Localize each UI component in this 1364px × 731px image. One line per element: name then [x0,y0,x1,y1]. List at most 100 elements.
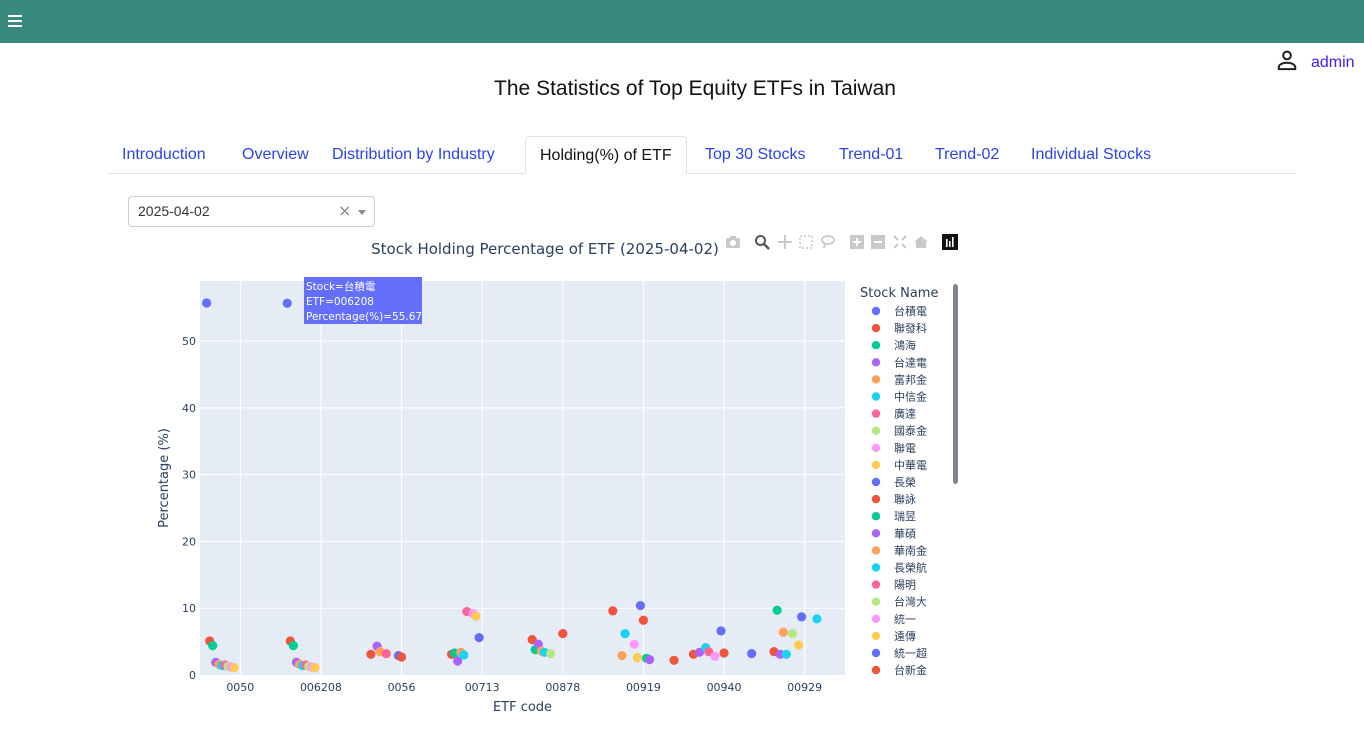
zoom-in-icon[interactable] [849,234,865,250]
legend-marker [871,306,881,316]
box-select-icon[interactable] [798,234,814,250]
data-point [453,656,463,666]
date-value: 2025-04-02 [138,203,210,219]
data-point [632,653,642,663]
legend-marker [871,648,881,658]
date-dropdown[interactable]: 2025-04-02 × [128,196,375,227]
tab-introduction[interactable]: Introduction [122,146,206,163]
legend-marker [871,341,881,350]
autoscale-icon[interactable] [892,234,908,250]
legend-item: 統一 [894,612,916,626]
data-point [282,298,292,308]
data-point [716,626,726,636]
data-point [202,298,212,308]
legend-title: Stock Name [860,286,938,301]
legend-marker [871,494,881,504]
admin-link[interactable]: admin [1311,54,1355,71]
pan-icon[interactable] [777,234,793,250]
legend-marker [871,665,881,675]
legend-marker [871,580,881,589]
plotly-logo-icon[interactable] [942,234,958,250]
x-tick-label: 00713 [465,681,500,694]
data-point [747,649,757,659]
tab-trend-01[interactable]: Trend-01 [839,146,904,163]
chevron-down-icon[interactable] [358,210,366,215]
tab-overview[interactable]: Overview [242,146,309,163]
legend-item: 鴻海 [894,338,916,352]
y-tick-label: 40 [182,402,196,415]
data-point [629,639,639,649]
tab-distribution-by-industry[interactable]: Distribution by Industry [332,146,495,163]
user-menu[interactable]: admin [1264,45,1364,79]
data-point [638,615,649,625]
tooltip-text: Stock=台積電 [306,280,376,293]
y-tick-label: 10 [182,602,196,615]
data-point [620,628,630,639]
x-axis-label: ETF code [493,700,552,715]
tab-top-30-stocks[interactable]: Top 30 Stocks [705,146,806,163]
legend-marker [871,512,881,521]
data-point [710,651,720,661]
data-point [793,640,804,650]
tooltip-text: ETF=006208 [306,296,374,308]
legend-item: 陽明 [894,579,916,592]
zoom-icon[interactable] [754,234,770,250]
data-point [471,611,481,621]
legend-marker [871,443,881,452]
legend-marker [871,597,881,606]
data-point [366,649,376,659]
data-point [644,655,655,665]
legend-scrollbar[interactable] [953,284,958,484]
x-tick-label: 0050 [226,681,254,694]
data-point [288,641,298,651]
page-title: The Statistics of Top Equity ETFs in Tai… [494,77,896,100]
legend-marker [871,631,881,641]
plot-area [200,281,845,675]
hamburger-icon[interactable] [8,13,24,29]
x-tick-label: 00940 [707,681,742,694]
x-tick-label: 0056 [388,681,416,694]
data-point [781,649,791,659]
data-point [208,641,218,651]
data-point [812,614,822,624]
legend-marker [871,546,881,555]
data-point [635,600,645,611]
legend-item: 台達電 [894,355,927,369]
data-point [778,627,788,637]
legend-item: 台灣大 [894,595,927,609]
legend-marker [871,529,881,538]
data-point [381,649,391,659]
zoom-out-icon[interactable] [870,234,886,250]
y-tick-label: 50 [182,335,196,348]
tab-individual-stocks[interactable]: Individual Stocks [1031,146,1152,163]
reset-axes-icon[interactable] [913,234,929,250]
x-tick-label: 00929 [787,681,822,694]
legend-item: 富邦金 [894,372,927,386]
data-point [608,606,618,616]
legend-item: 華碩 [894,527,916,540]
y-tick-label: 20 [182,535,196,548]
data-point [669,655,679,665]
clear-icon[interactable]: × [338,201,352,220]
data-point [459,650,469,660]
legend-marker [871,358,881,367]
camera-icon[interactable] [725,234,741,250]
tab-trend-02[interactable]: Trend-02 [935,146,1000,163]
legend-marker [871,426,881,435]
x-tick-label: 00919 [626,681,661,694]
y-tick-label: 0 [189,669,196,682]
data-point [310,663,320,673]
legend-item: 統一超 [894,646,927,660]
person-icon[interactable] [1276,48,1298,72]
legend-item: 聯發科 [894,321,927,335]
legend-item: 華南金 [894,543,927,557]
data-point [396,652,407,662]
legend-marker [871,323,881,333]
tab-holding-of-etf[interactable]: Holding(%) of ETF [525,136,687,174]
lasso-icon[interactable] [820,234,836,250]
x-tick-label: 006208 [300,681,342,694]
legend-marker [871,375,881,384]
x-tick-label: 00878 [545,681,580,694]
data-point [719,648,729,658]
